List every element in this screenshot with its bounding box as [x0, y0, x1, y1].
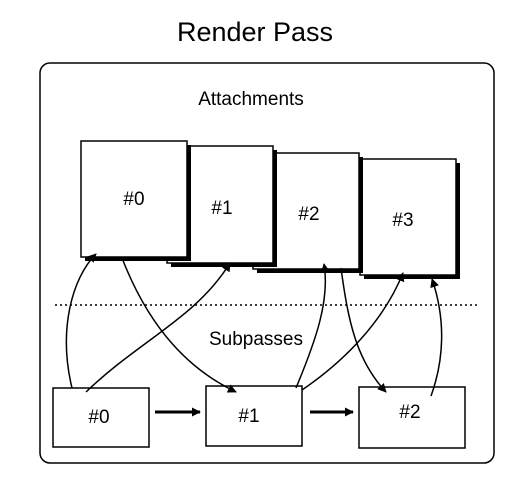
subpass-2-to-attachment-3-arrow — [430, 278, 443, 397]
render-pass-container — [39, 62, 495, 464]
attachment-1-label: #1 — [211, 198, 232, 219]
subpass-1-to-attachment-2-arrow — [295, 263, 330, 389]
subpass-2-label: #2 — [399, 402, 420, 423]
attachment-0: #0 — [80, 140, 191, 261]
subpass-0-label: #0 — [88, 407, 109, 428]
subpasses-heading: Subpasses — [209, 329, 303, 350]
subpass-0-to-attachment-0-arrow — [65, 253, 97, 389]
attachment-2-to-subpass-2-arrow — [340, 267, 387, 393]
attachment-3-label: #3 — [392, 210, 413, 231]
subpass-1-label: #1 — [238, 406, 259, 427]
attachments-heading: Attachments — [198, 89, 304, 110]
subpass-2: #2 — [358, 386, 466, 449]
attachment-2-label: #2 — [298, 204, 319, 225]
diagram-title: Render Pass — [177, 17, 333, 47]
attachment-0-label: #0 — [123, 189, 144, 210]
subpass-0-to-attachment-1-arrow — [85, 262, 231, 393]
subpass-1-to-attachment-3-arrow — [301, 272, 405, 391]
subpass-1: #1 — [205, 385, 303, 447]
attachment-0-to-subpass-1-arrow — [121, 257, 237, 393]
subpass-0: #0 — [52, 387, 150, 448]
attachment-3: #3 — [359, 158, 460, 279]
